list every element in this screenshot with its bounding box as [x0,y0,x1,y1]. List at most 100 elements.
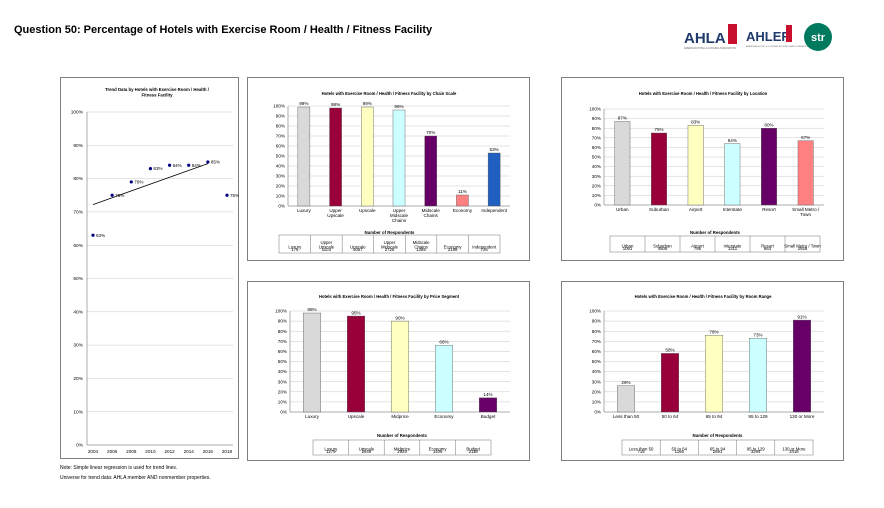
x-tick-label: 2016 [203,449,214,454]
y-tick-label: 50% [278,359,287,364]
price-segment-chart: Hotels with Exercise Room / Health / Fit… [275,294,510,456]
bar-value-label: 83% [691,120,700,125]
x-tick-label: Upper [329,208,342,213]
respondent-category: Small Metro / Town [784,243,821,248]
ahla-logo-sub: AMERICAN HOTEL & LODGING ASSOCIATION [684,47,736,50]
bar [617,385,636,413]
respondent-category: Urban [622,243,634,248]
y-tick-label: 70% [73,210,83,216]
bar [424,135,437,207]
respondent-count: 2199 [448,247,458,252]
bar [329,107,342,207]
data-point [225,193,229,197]
data-point [129,180,133,184]
bar-value-label: 96% [394,104,403,109]
respondent-category: Midscale [381,244,399,249]
chart-title: Hotels with Exercise Room / Health / Fit… [635,294,772,299]
y-tick-label: 0% [76,443,84,449]
x-tick-label: 95 to 129 [748,414,768,419]
respondents-table [621,439,814,456]
x-tick-label: 2012 [164,449,175,454]
y-tick-label: 30% [73,343,83,349]
bar-value-label: 90% [395,315,404,320]
bar [346,315,365,413]
footnote-universe: Universe for trend data: AHLA member AND… [60,475,211,481]
bar [651,132,667,206]
x-tick-label: Upscale [327,213,344,218]
x-tick-label: Midscale [422,208,441,213]
chain-scale-chart: Hotels with Exercise Room / Health / Fit… [273,91,510,254]
bar [390,320,409,413]
x-tick-label: Interstate [723,207,743,212]
bar-value-label: 66% [439,340,448,345]
x-tick-label: Town [800,212,811,217]
respondent-category: Resort [761,243,774,248]
x-tick-label: 2004 [88,449,99,454]
bar-value-label: 67% [801,135,810,140]
y-tick-label: 0% [280,410,287,415]
y-tick-label: 40% [278,369,287,374]
respondent-count: 2929 [397,449,407,454]
respondent-count: 726 [481,247,489,252]
ahla-logo-mark [728,24,737,44]
x-tick-label: 2014 [184,449,195,454]
y-tick-label: 100% [589,309,601,314]
y-tick-label: 0% [278,204,285,209]
x-tick-label: Less than 50 [613,414,640,419]
ahla-logo: AHLA AMERICAN HOTEL & LODGING ASSOCIATIO… [684,24,737,50]
respondent-count: 3057 [353,247,363,252]
respondent-count: 3294 [751,449,761,454]
x-tick-label: Chains [424,213,439,218]
y-tick-label: 20% [592,183,601,188]
bar-value-label: 14% [483,392,492,397]
data-point-label: 63% [96,233,105,238]
respondent-count: 3416 [789,449,799,454]
respondent-count: 715 [638,449,646,454]
respondent-category: 95 to 129 [747,446,766,451]
trend-chart-panel: Trend Data by Hotels with Exercise Room … [60,77,239,459]
y-tick-label: 50% [276,154,285,159]
data-point [187,163,191,167]
bar-value-label: 73% [753,332,762,337]
x-tick-label: 130 or More [790,414,815,419]
bar [687,125,704,206]
y-tick-label: 10% [276,194,285,199]
trend-chart: Trend Data by Hotels with Exercise Room … [71,87,239,454]
bar [487,152,501,207]
respondents-title: Number of Respondents [690,230,741,235]
y-tick-label: 100% [589,107,601,112]
y-tick-label: 100% [275,309,287,314]
respondent-count: 1166 [675,449,685,454]
x-tick-label: Small Metro / [792,207,820,212]
bar-value-label: 53% [490,147,499,152]
y-tick-label: 20% [73,376,83,382]
respondent-category: 50 to 64 [672,446,688,451]
y-tick-label: 30% [276,174,285,179]
y-tick-label: 10% [278,400,287,405]
y-tick-label: 0% [594,410,601,415]
respondent-category: Economy [429,446,448,451]
bar-value-label: 91% [797,314,806,319]
respondent-category: Midprice [394,446,411,451]
respondent-count: 2725 [385,247,395,252]
respondent-category: Midscale [413,240,431,245]
data-point [167,163,172,167]
x-tick-label: Economy [453,208,473,213]
chain-scale-chart-panel: Hotels with Exercise Room / Health / Fit… [247,77,530,261]
respondent-category: Luxury [288,244,302,249]
respondent-count: 2649 [362,449,372,454]
respondent-count: 1286 [416,247,426,252]
y-tick-label: 90% [592,116,601,121]
chart-title: Trend Data by Hotels with Exercise Room … [105,87,210,92]
bar [434,345,453,413]
x-tick-label: Luxury [297,208,311,213]
bar-value-label: 26% [621,380,630,385]
y-tick-label: 90% [592,319,601,324]
y-tick-label: 80% [73,176,83,182]
chart-title: Hotels with Exercise Room / Health / Fit… [319,294,460,299]
respondent-category: Suburban [653,243,672,248]
ahlef-logo-sub: AMERICAN HOTEL & LODGING EDUCATIONAL FOU… [746,45,809,48]
str-logo: str [804,23,832,51]
respondent-count: 1103 [322,247,332,252]
ahlef-logo-mark [786,25,792,42]
